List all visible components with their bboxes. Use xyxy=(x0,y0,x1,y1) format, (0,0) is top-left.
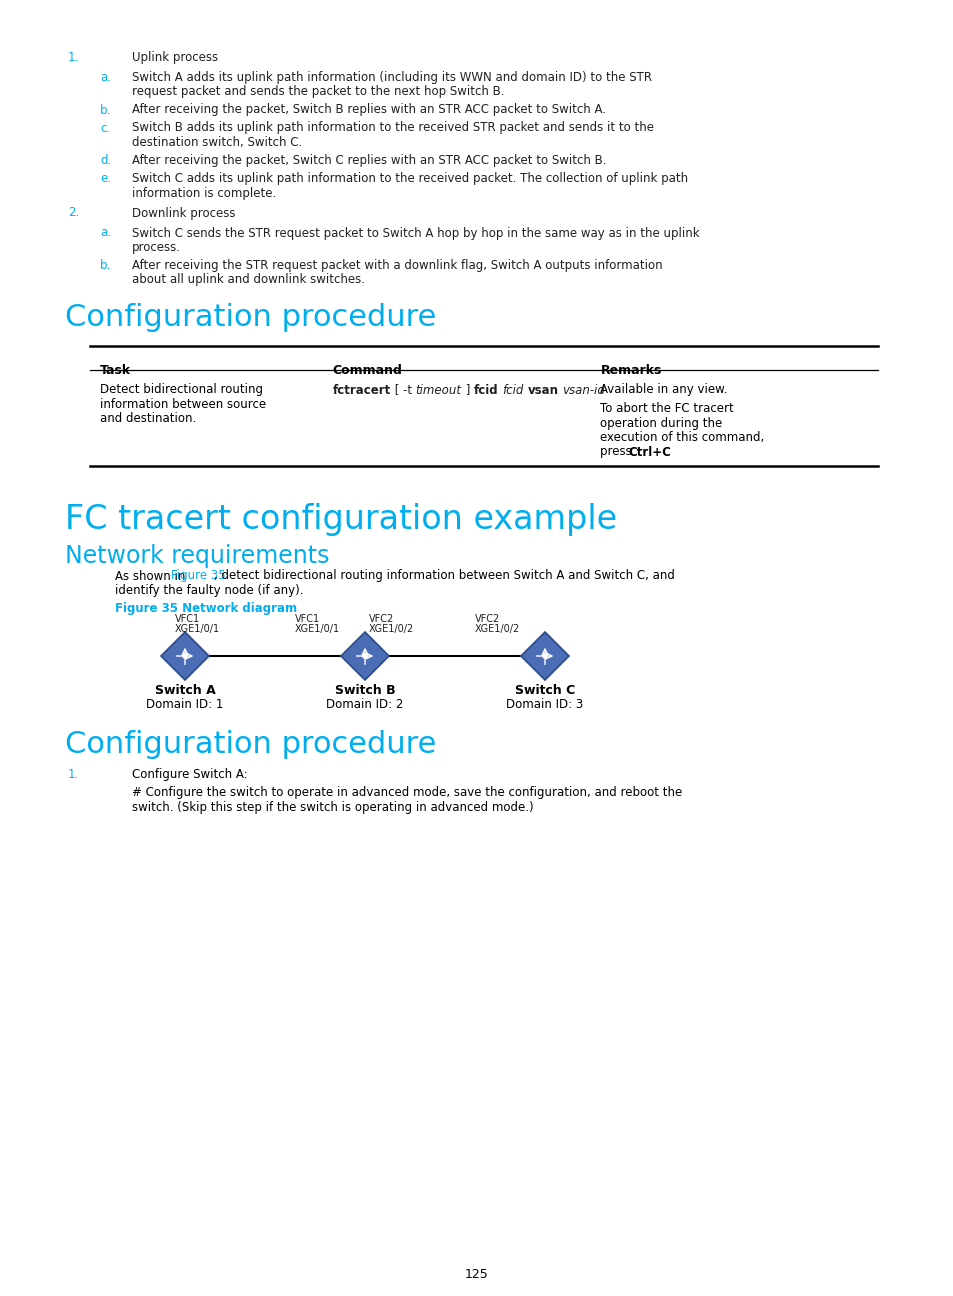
Text: After receiving the STR request packet with a downlink flag, Switch A outputs in: After receiving the STR request packet w… xyxy=(132,259,662,272)
Text: Ctrl+C: Ctrl+C xyxy=(628,446,671,459)
Circle shape xyxy=(182,653,188,658)
Text: VFC1: VFC1 xyxy=(174,614,200,623)
Text: Available in any view.: Available in any view. xyxy=(599,384,727,397)
Text: operation during the: operation during the xyxy=(599,416,721,429)
Text: process.: process. xyxy=(132,241,181,254)
Text: Task: Task xyxy=(100,363,131,377)
Text: fcid: fcid xyxy=(501,384,523,397)
Text: Switch A: Switch A xyxy=(154,684,215,697)
Text: Figure 35: Figure 35 xyxy=(171,569,226,582)
Text: Detect bidirectional routing: Detect bidirectional routing xyxy=(100,384,263,397)
Text: VFC2: VFC2 xyxy=(475,614,499,623)
Circle shape xyxy=(541,653,547,658)
Text: Domain ID: 2: Domain ID: 2 xyxy=(326,699,403,712)
Text: VFC1: VFC1 xyxy=(294,614,320,623)
Text: about all uplink and downlink switches.: about all uplink and downlink switches. xyxy=(132,273,365,286)
Text: Switch A adds its uplink path information (including its WWN and domain ID) to t: Switch A adds its uplink path informatio… xyxy=(132,71,651,84)
Text: To abort the FC tracert: To abort the FC tracert xyxy=(599,402,734,415)
Text: -t: -t xyxy=(402,384,416,397)
Text: XGE1/0/2: XGE1/0/2 xyxy=(475,623,519,634)
Text: Switch B adds its uplink path information to the received STR packet and sends i: Switch B adds its uplink path informatio… xyxy=(132,122,654,135)
Text: vsan: vsan xyxy=(527,384,558,397)
Text: and destination.: and destination. xyxy=(100,412,196,425)
Text: switch. (Skip this step if the switch is operating in advanced mode.): switch. (Skip this step if the switch is… xyxy=(132,801,533,814)
Text: Uplink process: Uplink process xyxy=(132,51,218,64)
Text: Configuration procedure: Configuration procedure xyxy=(65,730,436,759)
Text: Switch C adds its uplink path information to the received packet. The collection: Switch C adds its uplink path informatio… xyxy=(132,172,687,185)
Text: identify the faulty node (if any).: identify the faulty node (if any). xyxy=(115,584,303,597)
Text: As shown in: As shown in xyxy=(115,569,189,582)
Text: VFC2: VFC2 xyxy=(369,614,394,623)
Text: Network requirements: Network requirements xyxy=(65,543,329,568)
Text: Switch C sends the STR request packet to Switch A hop by hop in the same way as : Switch C sends the STR request packet to… xyxy=(132,227,699,240)
Text: XGE1/0/1: XGE1/0/1 xyxy=(294,623,340,634)
Text: Domain ID: 3: Domain ID: 3 xyxy=(506,699,583,712)
Text: b.: b. xyxy=(100,104,112,117)
Text: vsan-id: vsan-id xyxy=(561,384,604,397)
Text: 1.: 1. xyxy=(68,51,79,64)
Text: # Configure the switch to operate in advanced mode, save the configuration, and : # Configure the switch to operate in adv… xyxy=(132,785,681,800)
Text: [: [ xyxy=(391,384,402,397)
Text: 125: 125 xyxy=(465,1267,488,1280)
Text: Downlink process: Downlink process xyxy=(132,206,235,219)
Text: d.: d. xyxy=(100,154,112,167)
Text: Figure 35 Network diagram: Figure 35 Network diagram xyxy=(115,603,296,616)
Text: 2.: 2. xyxy=(68,206,79,219)
Text: press: press xyxy=(599,446,636,459)
Text: ]: ] xyxy=(461,384,474,397)
Text: information is complete.: information is complete. xyxy=(132,187,276,200)
Text: .: . xyxy=(663,446,667,459)
Text: Configure Switch A:: Configure Switch A: xyxy=(132,769,248,781)
Text: c.: c. xyxy=(100,122,110,135)
Text: Remarks: Remarks xyxy=(599,363,661,377)
Text: , detect bidirectional routing information between Switch A and Switch C, and: , detect bidirectional routing informati… xyxy=(213,569,674,582)
Text: fcid: fcid xyxy=(474,384,497,397)
Text: XGE1/0/2: XGE1/0/2 xyxy=(369,623,414,634)
Text: a.: a. xyxy=(100,71,111,84)
Text: b.: b. xyxy=(100,259,112,272)
Text: Command: Command xyxy=(332,363,402,377)
Text: fctracert: fctracert xyxy=(332,384,391,397)
Text: After receiving the packet, Switch C replies with an STR ACC packet to Switch B.: After receiving the packet, Switch C rep… xyxy=(132,154,606,167)
Text: execution of this command,: execution of this command, xyxy=(599,432,763,445)
Text: Switch B: Switch B xyxy=(335,684,395,697)
Text: a.: a. xyxy=(100,227,111,240)
Text: timeout: timeout xyxy=(416,384,461,397)
Polygon shape xyxy=(340,632,389,680)
Text: request packet and sends the packet to the next hop Switch B.: request packet and sends the packet to t… xyxy=(132,86,504,98)
Polygon shape xyxy=(161,632,209,680)
Polygon shape xyxy=(520,632,568,680)
Text: FC tracert configuration example: FC tracert configuration example xyxy=(65,504,617,537)
Text: After receiving the packet, Switch B replies with an STR ACC packet to Switch A.: After receiving the packet, Switch B rep… xyxy=(132,104,605,117)
Circle shape xyxy=(362,653,368,658)
Text: 1.: 1. xyxy=(68,769,79,781)
Text: information between source: information between source xyxy=(100,398,266,411)
Text: destination switch, Switch C.: destination switch, Switch C. xyxy=(132,136,302,149)
Text: e.: e. xyxy=(100,172,111,185)
Text: Domain ID: 1: Domain ID: 1 xyxy=(146,699,223,712)
Text: XGE1/0/1: XGE1/0/1 xyxy=(174,623,220,634)
Text: Switch C: Switch C xyxy=(515,684,575,697)
Text: Configuration procedure: Configuration procedure xyxy=(65,303,436,333)
